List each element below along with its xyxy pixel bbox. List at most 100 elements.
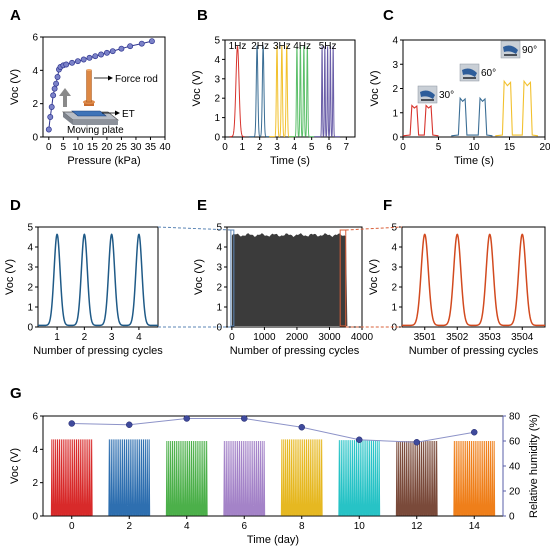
panel-a-point-2 <box>48 104 55 110</box>
panel-g-ytick-2: 4 <box>32 445 38 456</box>
panel-c-series-1 <box>451 96 493 137</box>
panel-g-humidity-point-3 <box>241 415 248 422</box>
panel-f-series-line <box>402 233 545 327</box>
panel-b-series-1 <box>249 45 271 138</box>
panel-c-xtick-0: 0 <box>400 142 406 153</box>
panel-d-xtick-0: 1 <box>54 332 60 343</box>
et-layer <box>71 110 107 117</box>
panel-e-xtick-0: 0 <box>229 332 235 343</box>
panel-b-ytick-0: 0 <box>214 133 220 144</box>
panel-c-ytick-2: 2 <box>392 84 398 95</box>
panel-b-ytick-2: 2 <box>214 94 220 105</box>
panel-a-point-4 <box>51 85 58 92</box>
panel-b-ytick-1: 1 <box>214 113 220 124</box>
panel-g-group-6 <box>395 440 438 516</box>
panel-e-highlight-1 <box>339 229 347 327</box>
panel-d-ytick-3: 3 <box>27 263 33 274</box>
panel-g-label: G <box>10 385 22 402</box>
panel-b-ytick-3: 3 <box>214 74 220 85</box>
panel-g-humidity-line <box>71 418 475 443</box>
panel-a-inset-apparatus: Force rod ET Moving plate <box>59 69 158 136</box>
motion-arrow-shaft <box>63 95 67 107</box>
panel-b-series-4 <box>314 45 341 138</box>
panel-f-ytick-1: 1 <box>391 303 397 314</box>
panel-a-xtick-3: 15 <box>87 142 99 153</box>
panel-c-photo-0: 30° <box>417 85 454 104</box>
panel-c-ytick-0: 0 <box>392 133 398 144</box>
panel-d-xtick-3: 4 <box>136 332 142 343</box>
panel-d-ylabel: Voc (V) <box>4 259 16 295</box>
panel-d-series-line <box>38 233 158 327</box>
panel-g-humidity-point-7 <box>471 429 478 436</box>
panel-b-legend-3: 4Hz <box>293 41 311 52</box>
panel-a-ylabel: Voc (V) <box>9 69 21 105</box>
panel-a-xtick-5: 25 <box>116 142 128 153</box>
panel-d-ytick-5: 5 <box>27 223 33 234</box>
moving-plate-front <box>73 120 118 125</box>
panel-b-frame <box>224 39 356 138</box>
panel-d-ytick-2: 2 <box>27 283 33 294</box>
panel-e-ytick-0: 0 <box>216 323 222 334</box>
panel-f-xtick-2: 3503 <box>479 332 502 343</box>
panel-b-xtick-0: 0 <box>222 142 228 153</box>
connector-d-top <box>157 226 231 231</box>
panel-b-xtick-1: 1 <box>240 142 246 153</box>
panel-a-point-22 <box>148 38 155 45</box>
panel-a-point-0 <box>45 126 52 133</box>
panel-b-series-2 <box>269 44 294 138</box>
panel-b-legend-2: 3Hz <box>273 41 291 52</box>
panel-c-label: C <box>383 7 394 24</box>
panel-d-xlabel: Number of pressing cycles <box>33 345 163 357</box>
panel-a-point-10 <box>63 61 70 68</box>
panel-a-point-21 <box>138 40 145 47</box>
panel-a-ytick-3: 6 <box>32 33 38 44</box>
panel-e-xtick-4: 4000 <box>351 332 374 343</box>
panel-a-point-14 <box>86 54 93 61</box>
panel-g-ytick-0: 0 <box>32 512 38 523</box>
panel-f-ytick-0: 0 <box>391 323 397 334</box>
panel-f-xtick-1: 3502 <box>446 332 469 343</box>
force-rod-arrowhead <box>108 75 113 81</box>
panel-c-series-0 <box>402 104 439 137</box>
panel-c-ytick-4: 4 <box>392 36 398 47</box>
panel-a-point-12 <box>74 58 81 65</box>
panel-c-xtick-4: 20 <box>539 142 550 153</box>
panel-b-series-0 <box>229 45 245 138</box>
panel-g-humidity-point-1 <box>126 421 133 428</box>
force-rod <box>86 69 92 103</box>
panel-a-xtick-4: 20 <box>101 142 113 153</box>
panel-f-label: F <box>383 197 392 214</box>
panel-e-ytick-5: 5 <box>216 223 222 234</box>
panel-e-ytick-4: 4 <box>216 243 222 254</box>
moving-plate-side <box>63 112 73 125</box>
panel-b-xtick-6: 6 <box>326 142 332 153</box>
panel-a-label: A <box>10 7 21 24</box>
panel-f-ytick-2: 2 <box>391 283 397 294</box>
panel-c-xtick-2: 10 <box>468 142 480 153</box>
panel-a-annotation-et: ET <box>122 109 135 120</box>
panel-b-legend-0: 1Hz <box>229 41 247 52</box>
panel-e-xtick-2: 2000 <box>286 332 309 343</box>
panel-e-xtick-1: 1000 <box>253 332 276 343</box>
panel-a-point-13 <box>80 56 87 63</box>
panel-g-y2tick-3: 60 <box>509 437 521 448</box>
panel-c-photo-1: 60° <box>459 63 496 82</box>
panel-g-group-3 <box>223 440 266 516</box>
panel-c-photo-2: 90° <box>500 40 537 59</box>
panel-g-group-2 <box>165 440 208 516</box>
et-arrowhead <box>115 110 120 116</box>
panel-g-humidity-point-6 <box>413 439 420 446</box>
panel-a-point-17 <box>103 49 110 56</box>
panel-e-ytick-2: 2 <box>216 283 222 294</box>
connector-f-top <box>345 226 403 231</box>
force-rod-base <box>84 103 94 106</box>
panel-g-group-4 <box>280 439 323 516</box>
panel-f-ytick-3: 3 <box>391 263 397 274</box>
panel-b-legend-4: 5Hz <box>319 41 337 52</box>
panel-a-point-11 <box>69 59 75 66</box>
panel-g-ylabel: Voc (V) <box>9 448 21 484</box>
panel-d-label: D <box>10 197 21 214</box>
panel-g-xtick-4: 8 <box>299 521 305 532</box>
